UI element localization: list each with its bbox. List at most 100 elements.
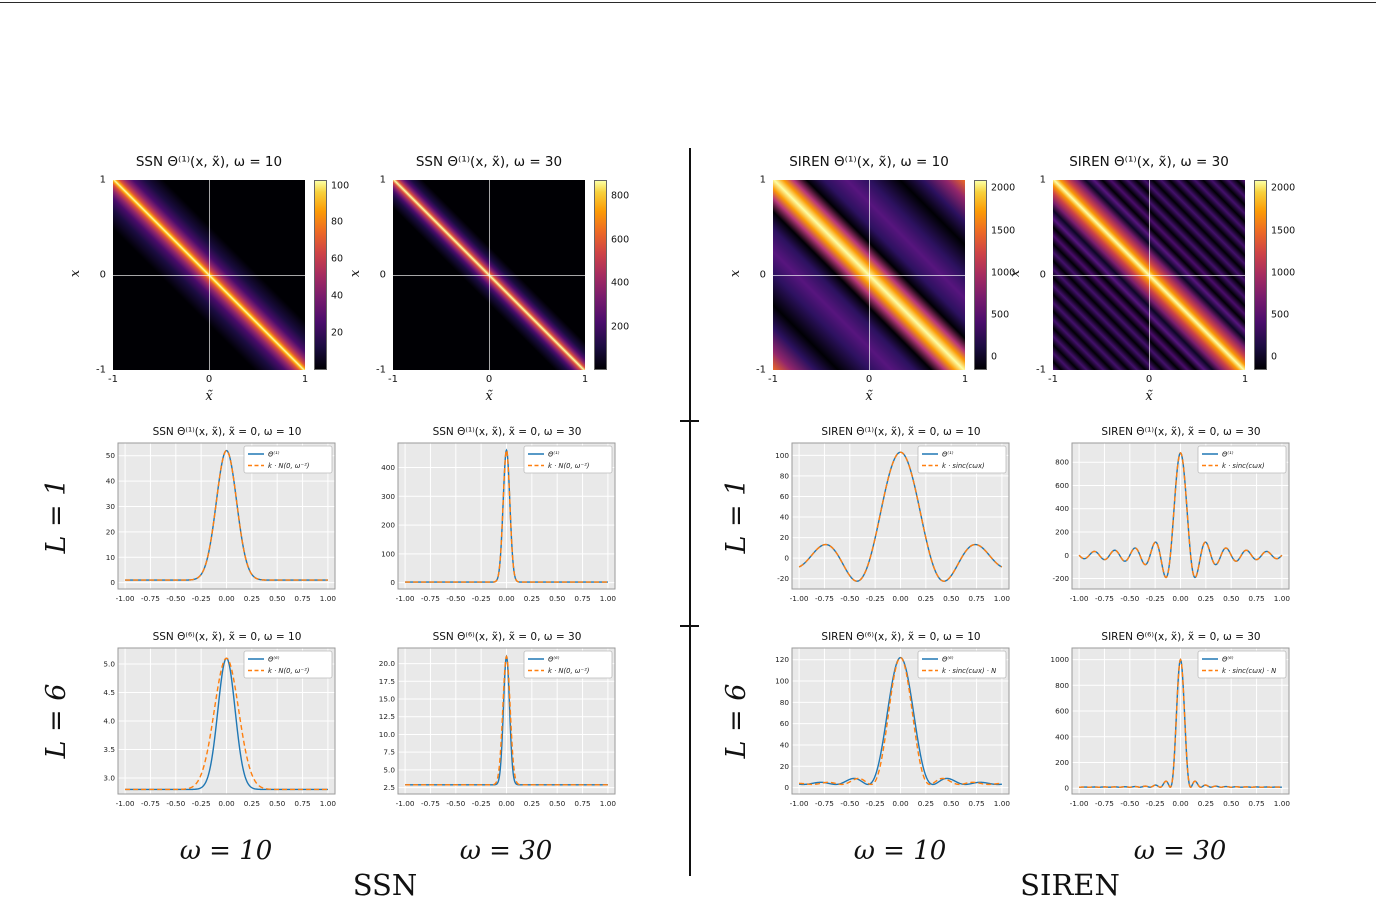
heatmap-image — [1053, 180, 1245, 370]
svg-text:-0.75: -0.75 — [1095, 799, 1114, 808]
heatmap-panel-siren-w30: SIREN Θ⁽¹⁾(x, x̃), ω = 30 x 1 0 -1 -1 0 1 x̃… — [1008, 154, 1303, 416]
row-separator-tick — [680, 420, 699, 422]
svg-text:Θ⁽¹⁾: Θ⁽¹⁾ — [1222, 451, 1234, 459]
svg-text:-0.25: -0.25 — [472, 799, 491, 808]
svg-text:Θ⁽⁶⁾: Θ⁽⁶⁾ — [268, 656, 280, 664]
heatmap-panel-ssn-w30: SSN Θ⁽¹⁾(x, x̃), ω = 30 x 1 0 -1 -1 0 1 x̃ 8… — [348, 154, 640, 416]
svg-text:0.00: 0.00 — [1172, 799, 1189, 808]
svg-text:0.50: 0.50 — [1223, 594, 1240, 603]
heatmap-title: SIREN Θ⁽¹⁾(x, x̃), ω = 30 — [1069, 154, 1229, 170]
svg-text:-0.50: -0.50 — [446, 799, 465, 808]
svg-text:20: 20 — [106, 527, 116, 536]
y-tick-label: -1 — [96, 364, 106, 376]
svg-text:k · sinc(cωx): k · sinc(cωx) — [942, 462, 985, 470]
svg-text:Θ⁽⁶⁾: Θ⁽⁶⁾ — [548, 656, 560, 664]
plot-title: SSN Θ⁽⁶⁾(x, x̃), x̃ = 0, ω = 30 — [432, 631, 582, 643]
svg-text:1.00: 1.00 — [1274, 594, 1291, 603]
svg-text:0.50: 0.50 — [269, 594, 286, 603]
svg-text:0.75: 0.75 — [1248, 799, 1264, 808]
colorbar-tick-label: 80 — [331, 216, 344, 228]
svg-text:-0.75: -0.75 — [141, 799, 160, 808]
svg-text:40: 40 — [780, 740, 790, 749]
svg-text:-0.75: -0.75 — [1095, 594, 1114, 603]
svg-text:-0.50: -0.50 — [166, 799, 185, 808]
plot-title: SIREN Θ⁽¹⁾(x, x̃), x̃ = 0, ω = 30 — [1101, 426, 1261, 438]
x-tick-label: 1 — [581, 374, 589, 385]
y-axis-label: x — [728, 269, 744, 278]
heatmap-image — [393, 180, 585, 370]
plot-title: SSN Θ⁽⁶⁾(x, x̃), x̃ = 0, ω = 10 — [152, 631, 302, 643]
svg-text:40: 40 — [106, 477, 116, 486]
y-tick-label: 1 — [759, 174, 766, 186]
colorbar-tick-label: 200 — [611, 321, 630, 333]
x-tick-label: -1 — [388, 374, 398, 385]
svg-text:20: 20 — [780, 533, 790, 542]
svg-text:80: 80 — [780, 698, 790, 707]
line-chart-svg: -1.00 -0.75 -0.50 -0.25 0.00 0.25 0.50 0.75 1.00… — [1052, 442, 1291, 603]
x-tick-label: 0 — [485, 374, 493, 385]
ssn-siren-divider — [689, 148, 691, 876]
svg-text:0.25: 0.25 — [244, 594, 260, 603]
svg-text:0.25: 0.25 — [244, 799, 260, 808]
colorbar-tick-label: 0 — [991, 351, 998, 363]
lineplot-ssn-l6-w10: SSN Θ⁽⁶⁾(x, x̃), x̃ = 0, ω = 10 -1.00 -0.… — [88, 631, 340, 813]
svg-text:10: 10 — [106, 553, 116, 562]
y-tick-label: 1 — [379, 174, 386, 186]
plot-area: -1.00 -0.75 -0.50 -0.25 0.00 0.25 0.50 0.75 1.00… — [762, 441, 1014, 607]
y-axis-ticks: 1 0 -1 — [1028, 175, 1049, 376]
svg-text:30: 30 — [106, 502, 116, 511]
x-axis-label: x̃ — [485, 389, 493, 404]
col-label-omega10-siren: ω = 10 — [853, 836, 947, 866]
svg-text:0.00: 0.00 — [498, 799, 515, 808]
svg-text:200: 200 — [1055, 527, 1069, 536]
svg-text:1.00: 1.00 — [600, 799, 617, 808]
x-axis-ticks: -1 0 1 — [1048, 374, 1249, 387]
svg-text:-1.00: -1.00 — [790, 799, 809, 808]
plot-area: -1.00 -0.75 -0.50 -0.25 0.00 0.25 0.50 0.75 1.00… — [1042, 441, 1294, 607]
svg-text:20.0: 20.0 — [379, 659, 396, 668]
svg-text:60: 60 — [780, 492, 790, 501]
y-tick-label: 0 — [379, 269, 386, 281]
svg-text:1.00: 1.00 — [994, 594, 1011, 603]
svg-text:-0.50: -0.50 — [840, 799, 859, 808]
svg-text:k · N(0, ω⁻²): k · N(0, ω⁻²) — [548, 462, 589, 470]
svg-text:k · sinc(cωx) · N: k · sinc(cωx) · N — [942, 667, 996, 675]
lineplot-ssn-l1-w30: SSN Θ⁽¹⁾(x, x̃), x̃ = 0, ω = 30 -1.00 -0.… — [368, 426, 620, 608]
svg-text:0.75: 0.75 — [294, 594, 310, 603]
plot-area: -1.00 -0.75 -0.50 -0.25 0.00 0.25 0.50 0.75 1.00… — [88, 646, 340, 812]
svg-text:1.00: 1.00 — [1274, 799, 1291, 808]
colorbar-tick-label: 1000 — [991, 267, 1016, 279]
colorbar-tick-label: 2000 — [1271, 182, 1296, 194]
svg-text:4.0: 4.0 — [103, 717, 115, 726]
svg-text:3.5: 3.5 — [103, 745, 115, 754]
x-axis-ticks: -1 0 1 — [108, 374, 308, 387]
svg-text:0.00: 0.00 — [1172, 594, 1189, 603]
svg-text:1.00: 1.00 — [600, 594, 617, 603]
svg-text:0.25: 0.25 — [1198, 594, 1214, 603]
x-tick-label: 1 — [961, 374, 969, 385]
svg-text:-0.25: -0.25 — [472, 594, 491, 603]
lineplot-ssn-l6-w30: SSN Θ⁽⁶⁾(x, x̃), x̃ = 0, ω = 30 -1.00 -0.… — [368, 631, 620, 813]
y-axis-label: x — [1008, 269, 1024, 278]
y-axis-label: x — [348, 269, 364, 278]
y-tick-label: 1 — [99, 174, 106, 186]
svg-text:1000: 1000 — [1050, 655, 1069, 664]
colorbar-ticks: 2000 1500 1000 500 0 — [1271, 180, 1303, 370]
svg-text:0.00: 0.00 — [498, 594, 515, 603]
x-axis-label: x̃ — [1145, 389, 1153, 404]
x-tick-label: 1 — [1241, 374, 1249, 385]
svg-text:0.25: 0.25 — [524, 594, 540, 603]
svg-text:50: 50 — [106, 451, 116, 460]
svg-text:-1.00: -1.00 — [396, 799, 415, 808]
svg-text:0.75: 0.75 — [574, 594, 590, 603]
y-tick-label: -1 — [756, 364, 766, 376]
x-axis-ticks: -1 0 1 — [388, 374, 589, 387]
svg-text:-20: -20 — [777, 574, 789, 583]
svg-text:-1.00: -1.00 — [116, 799, 135, 808]
svg-text:-0.50: -0.50 — [166, 594, 185, 603]
row-separator-tick — [680, 625, 699, 627]
heatmap-panel-siren-w10: SIREN Θ⁽¹⁾(x, x̃), ω = 10 x 1 0 -1 -1 0 1 x̃… — [728, 154, 1020, 416]
svg-text:-1.00: -1.00 — [1070, 594, 1089, 603]
colorbar-tick-label: 20 — [331, 327, 344, 339]
